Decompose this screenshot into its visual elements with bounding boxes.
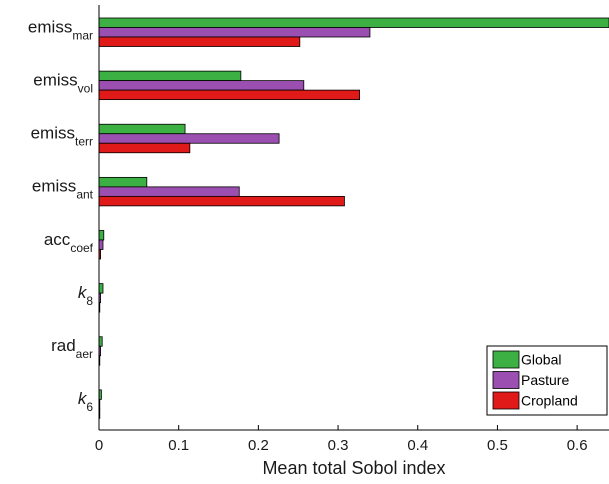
legend-label-cropland: Cropland [521, 393, 578, 409]
bar-cropland-1 [98, 89, 360, 101]
category-label-2: emissterr [31, 124, 93, 149]
bar-global-5 [98, 283, 104, 294]
x-tick-label-3: 0.3 [328, 437, 349, 454]
bar-pasture-3 [98, 186, 240, 197]
bar-global-0 [98, 17, 609, 28]
category-labels: emissmar emissvol emissterr emissant acccoef… [28, 17, 94, 414]
bar-global-1 [98, 70, 242, 82]
x-tick-label-2: 0.2 [248, 437, 269, 454]
bar-pasture-4 [98, 239, 104, 250]
category-label-6: radaer [51, 336, 93, 361]
legend-swatch-cropland [492, 391, 520, 410]
bar-global-3 [98, 176, 148, 188]
legend-label-global: Global [521, 352, 561, 368]
legend-label-pasture: Pasture [521, 372, 569, 388]
x-tick-label-5: 0.5 [487, 437, 508, 454]
x-axis: 0 0.1 0.2 0.3 0.4 0.5 0.6 [95, 5, 609, 454]
bar-pasture-2 [98, 133, 280, 144]
legend: Global Pasture Cropland [486, 345, 608, 416]
x-tick-label-6: 0.6 [567, 437, 588, 454]
x-tick-label-4: 0.4 [407, 437, 428, 454]
category-label-3: emissant [32, 177, 94, 202]
bar-cropland-0 [98, 36, 301, 47]
category-label-5: k8 [78, 283, 94, 308]
bar-global-2 [98, 123, 186, 135]
x-axis-label: Mean total Sobol index [262, 458, 445, 478]
category-label-1: emissvol [33, 70, 93, 95]
category-label-0: emissmar [28, 17, 93, 42]
bar-pasture-0 [98, 27, 371, 38]
bar-cropland-2 [98, 142, 191, 154]
x-tick-label-0: 0 [95, 437, 103, 454]
bar-cropland-3 [98, 195, 345, 207]
category-label-7: k6 [78, 389, 94, 414]
bar-pasture-1 [98, 80, 305, 91]
x-tick-label-1: 0.1 [168, 437, 189, 454]
legend-swatch-global [492, 350, 520, 369]
bar-global-4 [98, 230, 105, 241]
legend-swatch-pasture [492, 371, 520, 389]
plot-area [98, 17, 609, 419]
category-label-4: acccoef [44, 230, 94, 255]
